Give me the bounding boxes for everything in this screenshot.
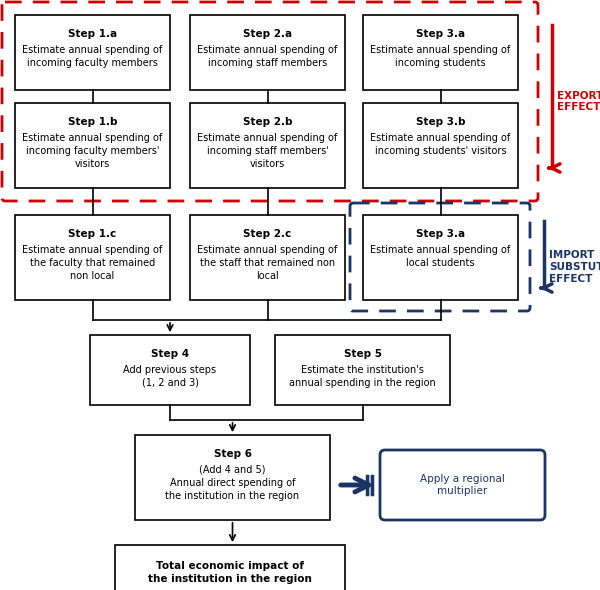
Text: Step 3.b: Step 3.b — [416, 117, 465, 127]
Text: Estimate the institution's
annual spending in the region: Estimate the institution's annual spendi… — [289, 365, 436, 388]
Bar — [275, 335, 450, 405]
Bar — [363, 215, 518, 300]
Text: Step 1.a: Step 1.a — [68, 29, 117, 39]
Bar — [15, 215, 170, 300]
Text: Estimate annual spending of
incoming faculty members'
visitors: Estimate annual spending of incoming fac… — [22, 133, 163, 169]
Text: Estimate annual spending of
incoming students' visitors: Estimate annual spending of incoming stu… — [370, 133, 511, 156]
Bar — [363, 15, 518, 90]
Text: Step 4: Step 4 — [151, 349, 189, 359]
Text: Apply a regional
multiplier: Apply a regional multiplier — [420, 474, 505, 496]
Text: Step 3.a: Step 3.a — [416, 29, 465, 39]
Text: Add previous steps
(1, 2 and 3): Add previous steps (1, 2 and 3) — [124, 365, 217, 388]
Text: Estimate annual spending of
incoming staff members'
visitors: Estimate annual spending of incoming sta… — [197, 133, 338, 169]
Text: Step 1.b: Step 1.b — [68, 117, 117, 127]
Text: Step 2.a: Step 2.a — [243, 29, 292, 39]
Text: EXPORT
EFFECT: EXPORT EFFECT — [557, 91, 600, 112]
Text: Step 3.a: Step 3.a — [416, 229, 465, 239]
Text: Estimate annual spending of
incoming students: Estimate annual spending of incoming stu… — [370, 45, 511, 68]
Text: Estimate annual spending of
incoming staff members: Estimate annual spending of incoming sta… — [197, 45, 338, 68]
Bar — [115, 545, 345, 590]
Bar — [90, 335, 250, 405]
Bar — [190, 215, 345, 300]
Text: Estimate annual spending of
incoming faculty members: Estimate annual spending of incoming fac… — [22, 45, 163, 68]
Bar — [15, 103, 170, 188]
Text: Step 5: Step 5 — [343, 349, 382, 359]
Text: Step 6: Step 6 — [214, 449, 251, 459]
Bar — [135, 435, 330, 520]
Text: Step 2.b: Step 2.b — [243, 117, 292, 127]
Bar — [15, 15, 170, 90]
Text: Total economic impact of
the institution in the region: Total economic impact of the institution… — [148, 561, 312, 584]
Text: Estimate annual spending of
local students: Estimate annual spending of local studen… — [370, 245, 511, 268]
Bar — [190, 15, 345, 90]
Text: Estimate annual spending of
the faculty that remained
non local: Estimate annual spending of the faculty … — [22, 245, 163, 281]
Text: IMPORT
SUBSTUTION
EFFECT: IMPORT SUBSTUTION EFFECT — [549, 250, 600, 284]
Bar — [190, 103, 345, 188]
Text: Estimate annual spending of
the staff that remained non
local: Estimate annual spending of the staff th… — [197, 245, 338, 281]
Text: Step 2.c: Step 2.c — [244, 229, 292, 239]
Text: (Add 4 and 5)
Annual direct spending of
the institution in the region: (Add 4 and 5) Annual direct spending of … — [166, 465, 299, 500]
Text: Step 1.c: Step 1.c — [68, 229, 116, 239]
Bar — [363, 103, 518, 188]
FancyBboxPatch shape — [380, 450, 545, 520]
